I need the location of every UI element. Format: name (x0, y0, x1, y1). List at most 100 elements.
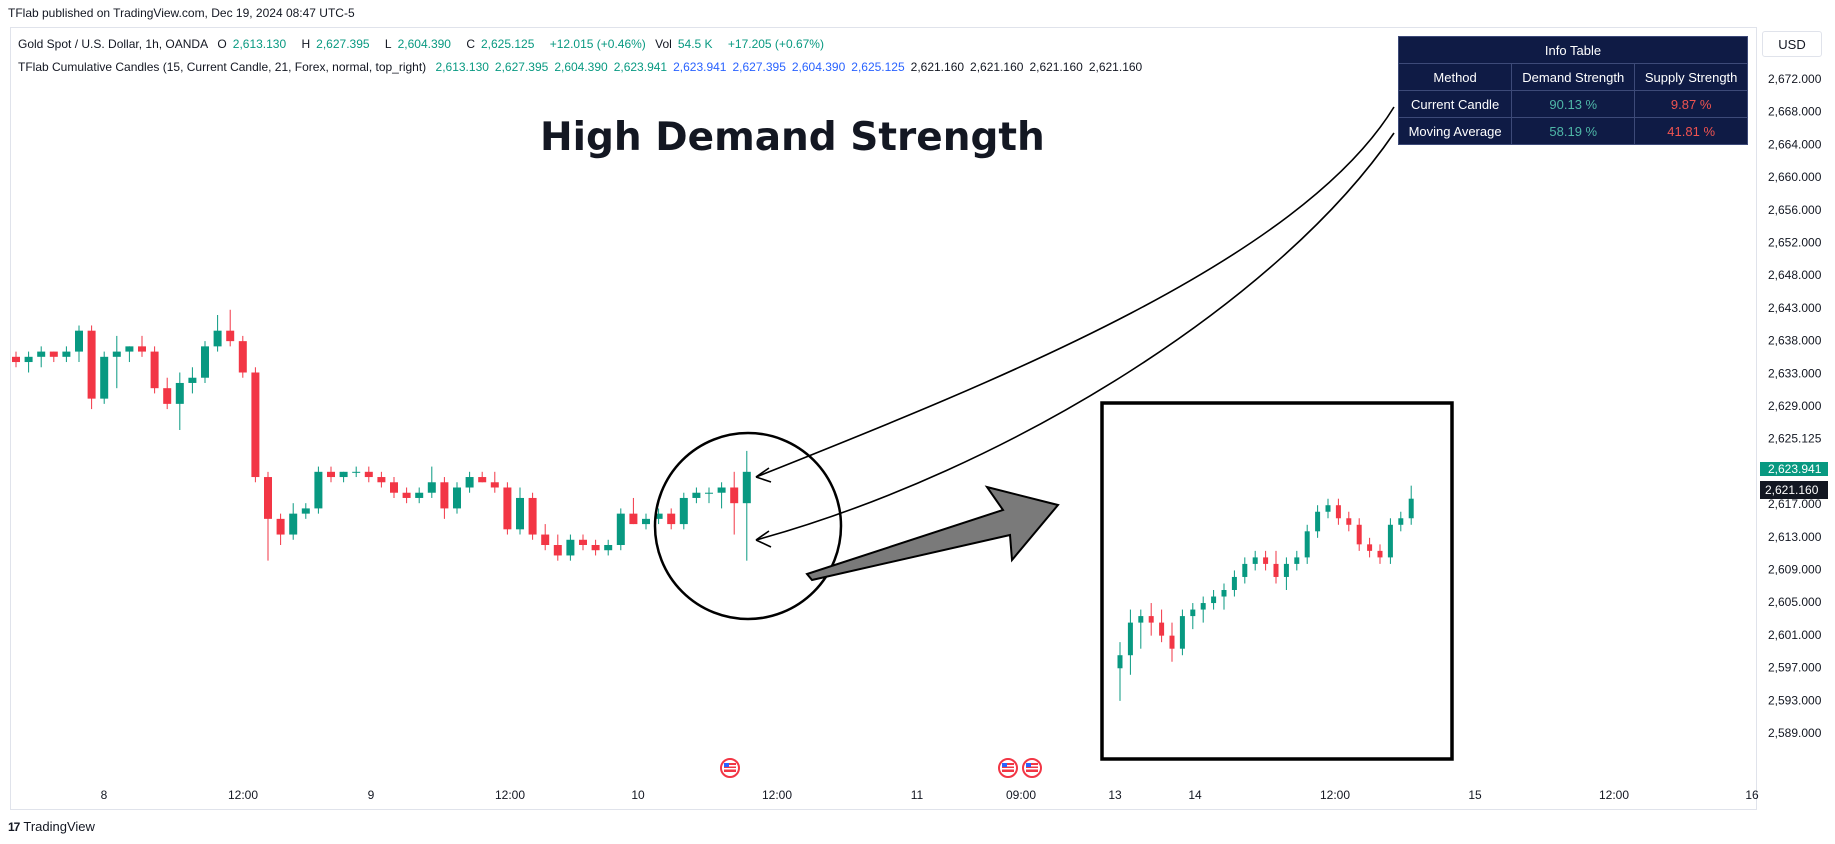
candle-up (188, 377, 197, 383)
candle-down (1335, 505, 1341, 519)
time-tick: 12:00 (1599, 788, 1629, 802)
time-tick: 12:00 (762, 788, 792, 802)
candle-up (301, 508, 310, 514)
open-value: 2,613.130 (232, 37, 287, 51)
candle-down (528, 497, 537, 535)
candle-up (1408, 498, 1414, 519)
candle-up (1315, 511, 1321, 532)
time-tick: 11 (911, 788, 924, 802)
candle-up (692, 492, 701, 498)
indicator-value: 2,621.160 (910, 60, 965, 74)
candle-down (264, 477, 272, 519)
symbol-legend: Gold Spot / U.S. Dollar, 1h, OANDA O 2,61… (18, 33, 1148, 56)
candle-up (453, 487, 461, 509)
indicator-value: 2,604.390 (791, 60, 846, 74)
price-tick: 2,672.000 (1768, 72, 1822, 86)
currency-button[interactable]: USD (1762, 31, 1822, 57)
price-tick: 2,613.000 (1768, 530, 1822, 544)
candle-down (87, 330, 96, 399)
candle-up (1231, 576, 1237, 590)
candle-up (742, 471, 751, 504)
tradingview-logo-icon: 17 (8, 819, 20, 834)
high-value: 2,627.395 (316, 37, 370, 51)
candle-up (37, 351, 46, 357)
candle-down (226, 330, 235, 342)
candle-down (1263, 557, 1269, 564)
candle-up (24, 356, 33, 363)
candle-down (238, 341, 247, 373)
chart-frame (10, 27, 1757, 810)
us-flag-icon (1022, 758, 1042, 778)
candle-up (1117, 655, 1123, 669)
candle-down (1356, 524, 1362, 545)
candle-up (616, 513, 625, 545)
candle-up (201, 346, 209, 378)
time-tick: 16 (1745, 788, 1759, 802)
candle-up (339, 471, 348, 478)
candle-down (390, 482, 398, 493)
candle-down (1159, 622, 1165, 636)
price-axis: 2,672.000 2,668.000 2,664.000 2,660.000 2,65… (1760, 72, 1828, 740)
indicator-value: 2,621.160 (1029, 60, 1083, 74)
price-tick: 2,656.000 (1768, 203, 1822, 217)
price-tick: 2,652.000 (1768, 236, 1822, 250)
main-candles (12, 309, 751, 561)
candle-down (251, 372, 260, 478)
candle-down (1367, 544, 1373, 551)
indicator-value: 2,623.941 (673, 60, 727, 74)
info-header-supply: Supply Strength (1634, 63, 1748, 91)
candle-up (1127, 622, 1133, 656)
candle-up (1190, 609, 1196, 617)
candle-up (1398, 518, 1404, 525)
candle-up (415, 492, 424, 498)
candle-up (566, 539, 575, 556)
info-supply: 41.81 % (1634, 117, 1748, 145)
price-tick: 2,643.000 (1768, 301, 1822, 315)
candle-up (465, 477, 474, 488)
candle-up (1304, 531, 1310, 558)
price-tag-green (1760, 462, 1828, 476)
volume-label: Vol (655, 37, 672, 51)
time-tick: 12:00 (495, 788, 525, 802)
candle-up (100, 356, 109, 399)
candle-up (1294, 557, 1300, 564)
indicator-value: 2,623.941 (613, 60, 668, 74)
us-flag-icon (998, 758, 1018, 778)
candle-up (125, 346, 134, 352)
candle-down (541, 534, 550, 545)
candle-down (440, 482, 449, 509)
candle-up (654, 513, 663, 519)
time-tick: 9 (368, 788, 375, 802)
price-tag-green-label: 2,623.941 (1768, 462, 1822, 476)
candle-up (1242, 563, 1248, 577)
indicator-name[interactable]: TFlab Cumulative Candles (15, Current Ca… (18, 60, 427, 74)
curve-arrow-upper (755, 106, 1395, 478)
info-row: Current Candle 90.13 % 9.87 % (1397, 90, 1748, 118)
low-value: 2,604.390 (397, 37, 451, 51)
tradingview-footer[interactable]: 17 TradingView (8, 819, 95, 834)
candle-up (62, 351, 71, 357)
highlight-circle (653, 431, 843, 621)
indicator-value: 2,621.160 (1088, 60, 1143, 74)
candle-up (213, 330, 222, 347)
indicator-value: 2,621.160 (970, 60, 1024, 74)
volume-change: +17.205 (+0.67%) (727, 37, 824, 51)
candle-down (730, 487, 739, 504)
close-value: 2,625.125 (481, 37, 535, 51)
time-tick: 12:00 (228, 788, 258, 802)
candle-up (679, 497, 688, 525)
candle-down (138, 346, 146, 352)
candle-down (503, 487, 512, 530)
candle-down (364, 471, 373, 478)
arrowhead-icon (755, 530, 772, 548)
low-label: L (384, 37, 392, 51)
candle-down (1273, 563, 1279, 577)
price-tag-black-label: 2,621.160 (1765, 483, 1819, 497)
price-tick: 2,617.000 (1768, 497, 1822, 511)
candle-up (717, 487, 726, 493)
inset-candles (1117, 485, 1414, 701)
symbol-name[interactable]: Gold Spot / U.S. Dollar, 1h, OANDA (18, 37, 209, 51)
time-tick: 13 (1108, 788, 1122, 802)
candle-up (175, 382, 184, 404)
